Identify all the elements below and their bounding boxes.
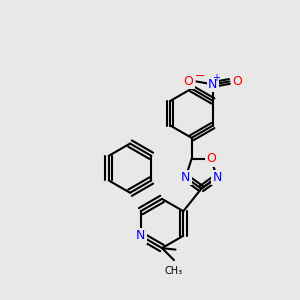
Text: N: N: [136, 229, 146, 242]
Text: CH₃: CH₃: [165, 266, 183, 276]
Text: N: N: [208, 78, 218, 91]
Text: +: +: [212, 74, 220, 83]
Text: O: O: [184, 75, 194, 88]
Text: N: N: [212, 171, 222, 184]
Text: N: N: [181, 171, 190, 184]
Text: O: O: [232, 75, 242, 88]
Text: −: −: [195, 70, 206, 83]
Text: O: O: [206, 152, 216, 165]
